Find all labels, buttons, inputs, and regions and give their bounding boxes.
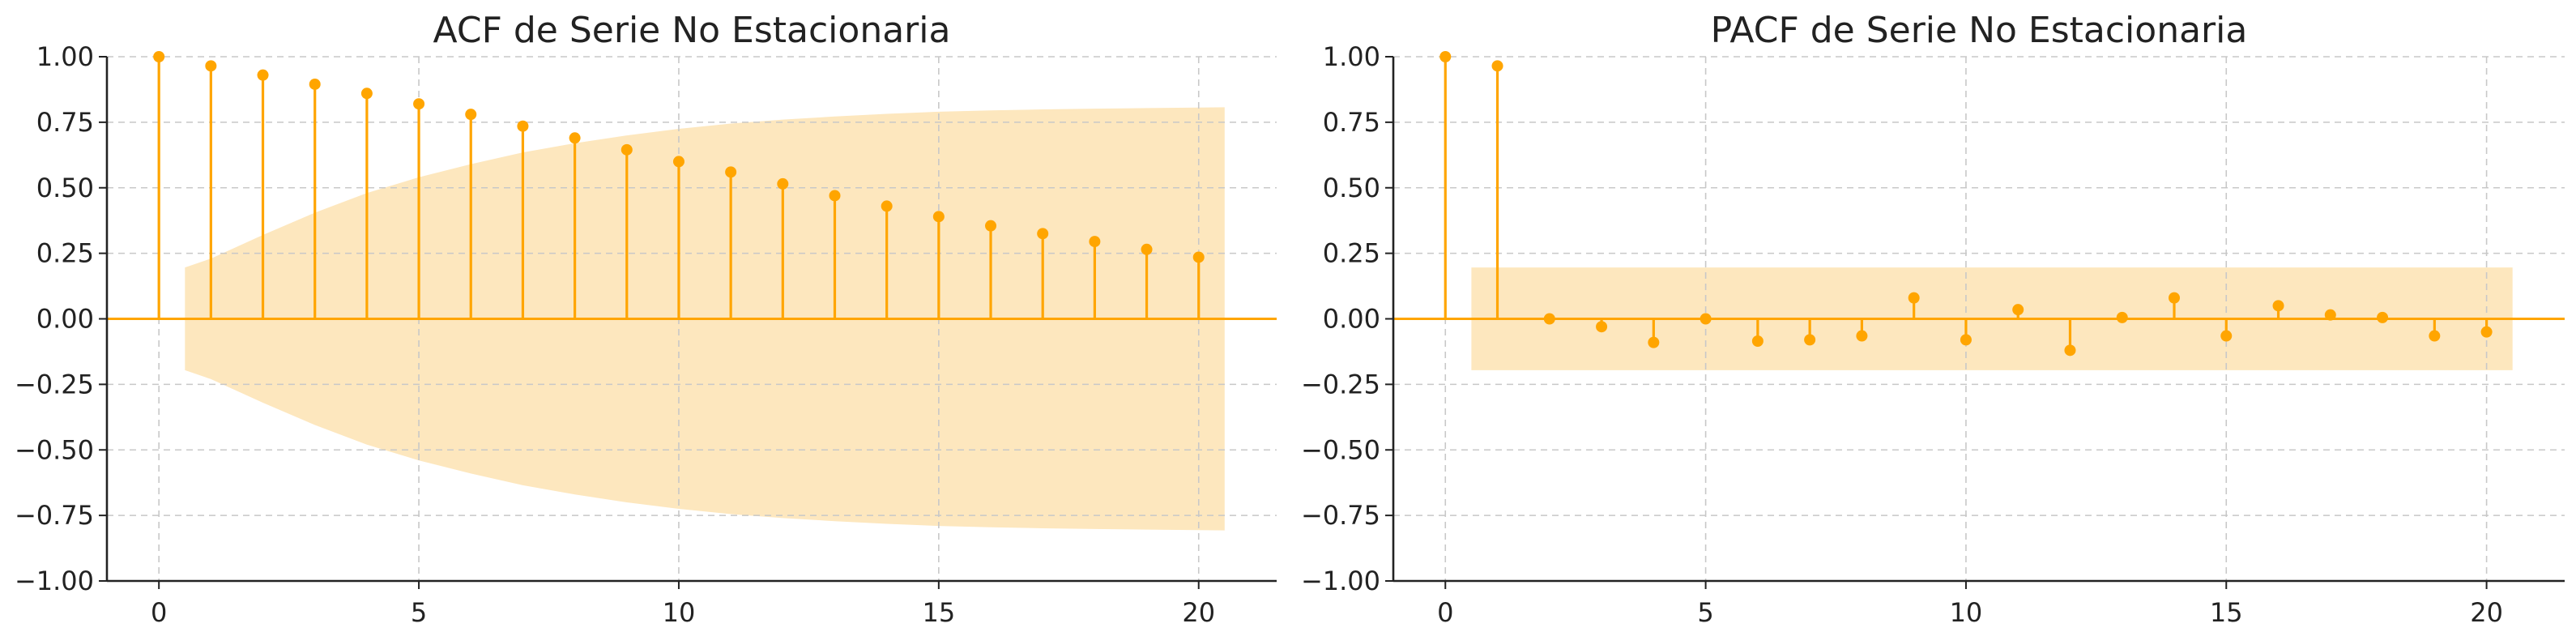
acf-ytick-label: 0.75 [36,107,94,138]
pacf-ytick-label: 0.25 [1323,238,1380,269]
acf-marker-lag-18 [1089,236,1101,248]
pacf-ytick-label: −0.50 [1301,434,1380,465]
pacf-marker-lag-9 [1908,292,1920,304]
pacf-ytick-label: −1.00 [1301,566,1380,596]
pacf-marker-lag-2 [1543,313,1555,325]
pacf-marker-lag-18 [2377,311,2389,323]
acf-marker-lag-2 [257,69,269,81]
acf-marker-lag-16 [985,220,997,232]
acf-marker-lag-12 [777,177,789,190]
pacf-marker-lag-12 [2064,344,2076,357]
acf-ytick-label: −0.50 [15,434,94,465]
acf-chart-title: ACF de Serie No Estacionaria [433,10,951,51]
acf-marker-lag-19 [1141,243,1153,255]
pacf-marker-lag-10 [1960,334,1972,346]
acf-marker-lag-15 [932,211,945,223]
pacf-marker-lag-0 [1439,51,1452,62]
acf-xtick-label: 15 [922,597,955,628]
acf-marker-lag-0 [153,51,165,62]
pacf-ytick-label: −0.75 [1301,500,1380,531]
acf-marker-lag-10 [672,156,685,168]
pacf-marker-lag-13 [2116,311,2128,323]
acf-marker-lag-4 [360,88,373,100]
pacf-xtick-label: 0 [1437,597,1453,628]
pacf-marker-lag-4 [1648,336,1660,348]
pacf-chart: PACF de Serie No Estacionaria −1.00 −0.75… [1301,10,2565,628]
acf-ytick-label: 0.50 [36,173,94,203]
acf-marker-lag-17 [1037,228,1049,240]
acf-chart: ACF de Serie No Estacionaria −1.00 −0.75 −… [15,10,1277,628]
acf-marker-lag-11 [725,166,737,178]
acf-xtick-label: 0 [151,597,167,628]
pacf-marker-lag-20 [2480,326,2493,338]
acf-marker-lag-14 [881,200,893,212]
pacf-marker-lag-14 [2169,292,2180,304]
pacf-xtick-label: 5 [1697,597,1713,628]
pacf-marker-lag-3 [1596,321,1608,333]
acf-marker-lag-20 [1192,251,1205,263]
pacf-marker-lag-15 [2220,330,2233,342]
acf-marker-lag-9 [621,143,633,156]
pacf-marker-lag-8 [1856,330,1868,342]
acf-xtick-label: 10 [663,597,696,628]
acf-marker-lag-13 [829,190,841,202]
acf-marker-lag-7 [517,120,529,132]
pacf-ytick-label: 0.75 [1323,107,1380,138]
pacf-marker-lag-19 [2429,330,2441,342]
acf-xtick-label: 20 [1182,597,1215,628]
acf-marker-lag-6 [465,109,477,121]
pacf-marker-lag-7 [1804,334,1816,346]
pacf-marker-lag-1 [1491,60,1503,72]
pacf-xtick-label: 15 [2210,597,2243,628]
pacf-ytick-label: 0.50 [1323,173,1380,203]
pacf-ytick-label: 0.00 [1323,304,1380,335]
acf-marker-lag-1 [205,60,217,72]
pacf-marker-lag-16 [2272,300,2284,312]
acf-ytick-label: −1.00 [15,566,94,596]
acf-marker-lag-3 [309,78,321,90]
pacf-ytick-label: −0.25 [1301,369,1380,399]
pacf-marker-lag-11 [2012,304,2024,316]
pacf-marker-lag-5 [1700,313,1712,325]
acf-marker-lag-5 [413,98,425,110]
pacf-ytick-label: 1.00 [1323,41,1380,72]
acf-ytick-label: 0.25 [36,238,94,269]
acf-ytick-label: 0.00 [36,304,94,335]
acf-ytick-label: −0.75 [15,500,94,531]
acf-ytick-label: −0.25 [15,369,94,399]
pacf-chart-title: PACF de Serie No Estacionaria [1711,10,2248,51]
pacf-xtick-label: 10 [1950,597,1983,628]
pacf-marker-lag-6 [1751,335,1764,347]
acf-xtick-label: 5 [411,597,427,628]
acf-ytick-label: 1.00 [36,41,94,72]
acf-marker-lag-8 [569,132,581,144]
pacf-xtick-label: 20 [2470,597,2503,628]
pacf-marker-lag-17 [2324,309,2336,321]
